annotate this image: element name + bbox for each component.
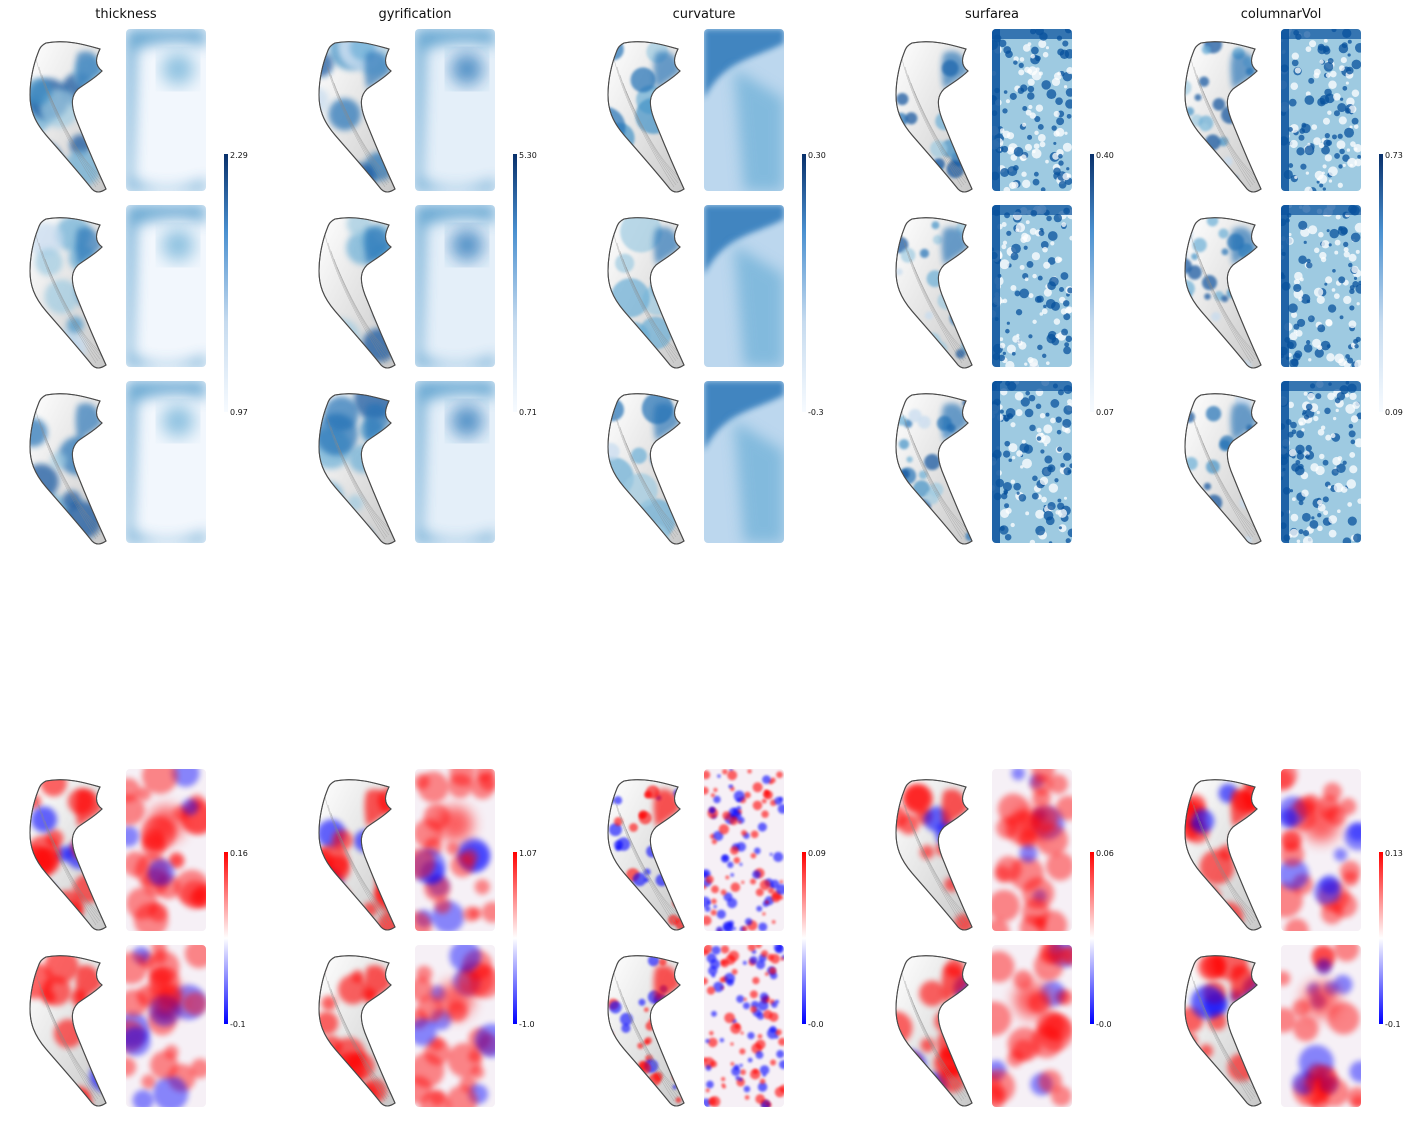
surfarea-blue-row2-flatmap (992, 205, 1072, 367)
thickness-blue-row2-flatmap (126, 205, 206, 367)
thickness-blue-colorbar-max: 2.29 (230, 151, 248, 160)
column-surfarea: surfarea 0.40 0.07 0.06 -0.0 (895, 7, 1114, 1107)
surfarea-blue-colorbar-min: 0.07 (1096, 408, 1114, 417)
curvature-blue-row1-flatmap (704, 29, 784, 191)
column-title-curvature: curvature (673, 7, 736, 22)
gyrification-blue-row2-surface (318, 217, 396, 369)
gyrification-blue-colorbar (513, 154, 517, 412)
column-title-thickness: thickness (95, 7, 157, 22)
column-gyrification: gyrification 5.30 0.71 1.07 -1.0 (318, 7, 537, 1107)
curvature-diff-colorbar-min: -0.0 (808, 1020, 824, 1029)
columnarVol-blue-row1-flatmap (1281, 29, 1361, 191)
columnarVol-diff-row1-surface (1184, 779, 1262, 931)
column-curvature: curvature 0.30 -0.3 0.09 -0.0 (607, 7, 826, 1107)
surfarea-diff-row1-flatmap (992, 769, 1072, 931)
columnarVol-diff-row2-flatmap (1281, 945, 1361, 1107)
gyrification-blue-row2-flatmap (415, 205, 495, 367)
columnarVol-diff-row1-flatmap (1281, 769, 1361, 931)
column-title-surfarea: surfarea (965, 7, 1019, 22)
curvature-blue-row3-flatmap (704, 381, 784, 543)
surfarea-diff-colorbar (1090, 852, 1094, 1024)
thickness-diff-row1-surface (29, 779, 107, 931)
columnarVol-diff-row2-surface (1184, 955, 1262, 1107)
gyrification-diff-colorbar (513, 852, 517, 1024)
thickness-blue-row3-flatmap (126, 381, 206, 543)
curvature-blue-row3-surface (607, 393, 685, 545)
columnarVol-blue-colorbar (1379, 154, 1383, 412)
surfarea-diff-colorbar-min: -0.0 (1096, 1020, 1112, 1029)
gyrification-blue-row1-flatmap (415, 29, 495, 191)
surfarea-diff-row1-surface (895, 779, 973, 931)
columnarVol-blue-colorbar-min: 0.09 (1385, 408, 1403, 417)
surfarea-blue-row3-flatmap (992, 381, 1072, 543)
column-thickness: thickness 2.29 0.97 0.16 -0.1 (29, 7, 248, 1107)
surfarea-diff-row2-surface (895, 955, 973, 1107)
curvature-blue-row2-surface (607, 217, 685, 369)
gyrification-diff-row1-surface (318, 779, 396, 931)
curvature-blue-row2-flatmap (704, 205, 784, 367)
thickness-diff-row1-flatmap (126, 769, 206, 931)
gyrification-diff-row1-flatmap (415, 769, 495, 931)
columnarVol-blue-row2-surface (1184, 217, 1262, 369)
surfarea-blue-row1-surface (895, 41, 973, 193)
columnarVol-blue-colorbar-max: 0.73 (1385, 151, 1403, 160)
thickness-blue-colorbar-min: 0.97 (230, 408, 248, 417)
curvature-diff-row2-surface (607, 955, 685, 1107)
curvature-diff-row1-surface (607, 779, 685, 931)
columnarVol-blue-row1-surface (1184, 41, 1262, 193)
gyrification-blue-row1-surface (318, 41, 396, 193)
surfarea-blue-row2-surface (895, 217, 973, 369)
curvature-blue-colorbar-max: 0.30 (808, 151, 826, 160)
thickness-diff-row2-flatmap (126, 945, 206, 1107)
curvature-blue-colorbar-min: -0.3 (808, 408, 824, 417)
columnarVol-diff-colorbar-min: -0.1 (1385, 1020, 1401, 1029)
gyrification-blue-row3-flatmap (415, 381, 495, 543)
gyrification-blue-colorbar-min: 0.71 (519, 408, 537, 417)
gyrification-diff-row2-flatmap (415, 945, 495, 1107)
curvature-diff-colorbar-max: 0.09 (808, 849, 826, 858)
column-columnarVol: columnarVol 0.73 0.09 0.13 -0.1 (1184, 7, 1403, 1107)
thickness-diff-row2-surface (29, 955, 107, 1107)
curvature-blue-colorbar (802, 154, 806, 412)
column-title-gyrification: gyrification (378, 7, 451, 22)
gyrification-diff-row2-surface (318, 955, 396, 1107)
surfarea-blue-row1-flatmap (992, 29, 1072, 191)
thickness-blue-row1-surface (29, 41, 107, 193)
gyrification-blue-row3-surface (318, 393, 396, 545)
thickness-blue-colorbar (224, 154, 228, 412)
gyrification-diff-colorbar-max: 1.07 (519, 849, 537, 858)
columnarVol-diff-colorbar-max: 0.13 (1385, 849, 1403, 858)
thickness-blue-row3-surface (29, 393, 107, 545)
thickness-blue-row2-surface (29, 217, 107, 369)
gyrification-diff-colorbar-min: -1.0 (519, 1020, 535, 1029)
curvature-blue-row1-surface (607, 41, 685, 193)
curvature-diff-row2-flatmap (704, 945, 784, 1107)
surfarea-diff-colorbar-max: 0.06 (1096, 849, 1114, 858)
thickness-blue-row1-flatmap (126, 29, 206, 191)
surfarea-blue-row3-surface (895, 393, 973, 545)
columnarVol-blue-row3-surface (1184, 393, 1262, 545)
curvature-diff-row1-flatmap (704, 769, 784, 931)
thickness-diff-colorbar-max: 0.16 (230, 849, 248, 858)
gyrification-blue-colorbar-max: 5.30 (519, 151, 537, 160)
curvature-diff-colorbar (802, 852, 806, 1024)
surfarea-blue-colorbar (1090, 154, 1094, 412)
columnarVol-blue-row2-flatmap (1281, 205, 1361, 367)
columnarVol-blue-row3-flatmap (1281, 381, 1361, 543)
surfarea-diff-row2-flatmap (992, 945, 1072, 1107)
thickness-diff-colorbar (224, 852, 228, 1024)
column-title-columnarVol: columnarVol (1241, 7, 1322, 22)
thickness-diff-colorbar-min: -0.1 (230, 1020, 246, 1029)
surfarea-blue-colorbar-max: 0.40 (1096, 151, 1114, 160)
columnarVol-diff-colorbar (1379, 852, 1383, 1024)
